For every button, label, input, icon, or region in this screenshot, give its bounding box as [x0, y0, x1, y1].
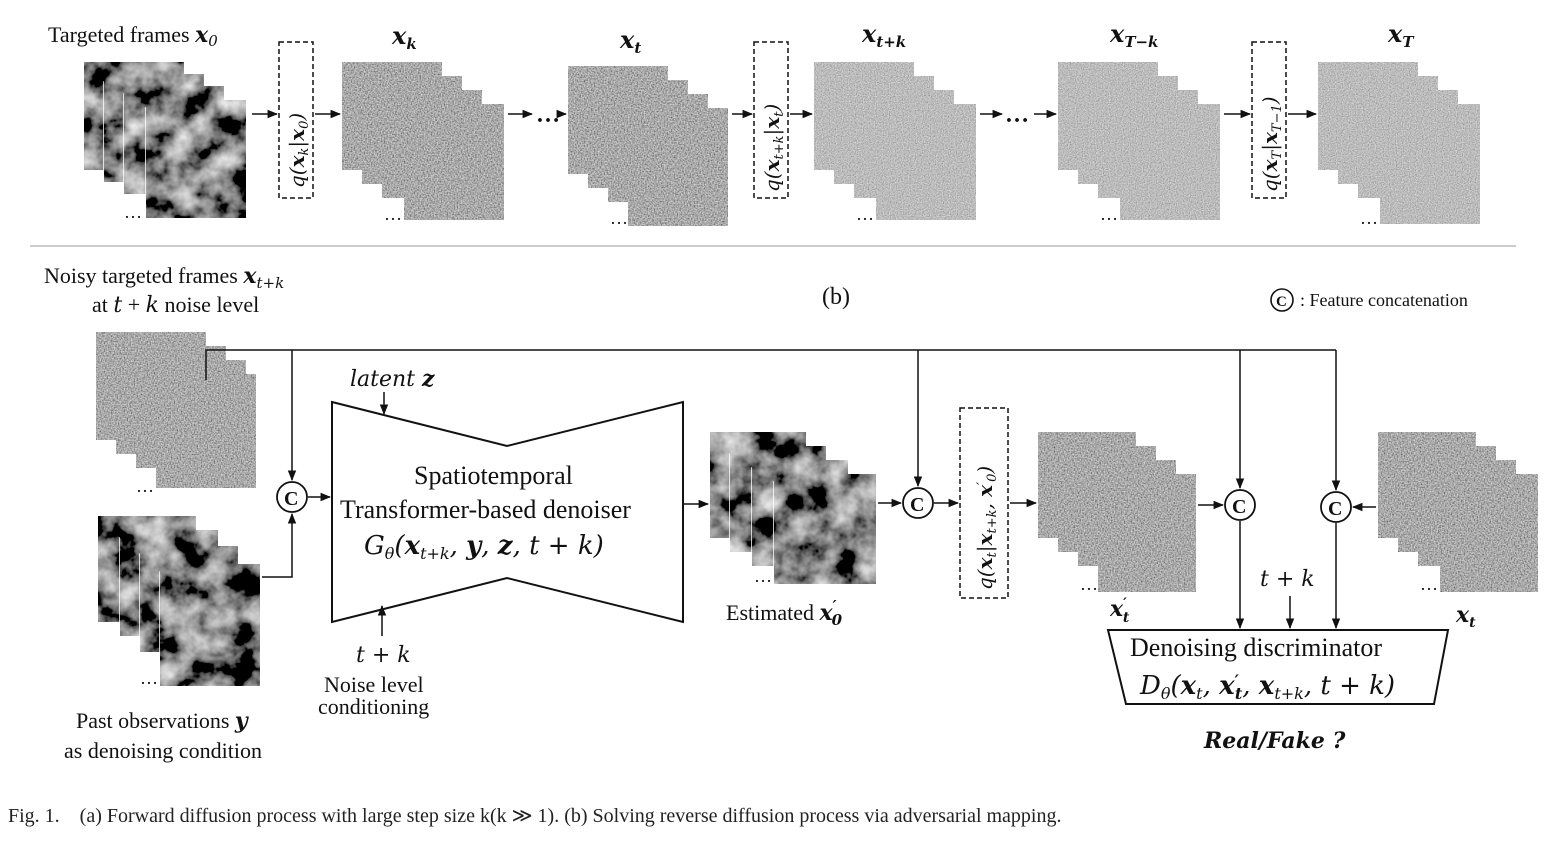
transition-box-1: q(xk|x0) [278, 41, 314, 199]
concat-node-3: C [1224, 489, 1256, 521]
stack-noisy-input: … [95, 331, 257, 496]
svg-text:…: … [1080, 574, 1098, 594]
figure-caption: Fig. 1. (a) Forward diffusion process wi… [8, 805, 1062, 827]
svg-text:q(xt|xt+k, x′0): q(xt|xt+k, x′0) [973, 466, 1000, 590]
xt-label: xt [1455, 602, 1476, 631]
stack-xt-real: … [1377, 431, 1539, 594]
stack-noisy-xk: … [341, 61, 505, 224]
stage-label-xtk: xt+k [861, 19, 906, 51]
xt-prime-label: x′ t [1109, 596, 1130, 626]
discriminator-block [1106, 629, 1450, 705]
concat-node-1: C [276, 481, 308, 513]
denoiser-line2: Transformer-based denoiser [340, 495, 631, 524]
stage-label-xTmk: xT−k [1109, 19, 1158, 51]
stack-noisy-xtk: … [813, 61, 977, 224]
concat-node-4: C [1320, 491, 1352, 523]
svg-text:C: C [284, 488, 298, 510]
svg-text:…: … [856, 204, 874, 224]
past-obs-line2: as denoising condition [64, 738, 262, 763]
svg-text:…: … [1100, 204, 1118, 224]
denoiser-block [331, 400, 684, 624]
noisy-title-line1: Noisy targeted frames xt+k [44, 263, 284, 292]
svg-text:…: … [140, 668, 158, 688]
svg-text:…: … [1420, 574, 1438, 594]
concat-node-2: C [902, 487, 934, 519]
stack-clean-x0: … [83, 61, 247, 222]
svg-text:…: … [384, 204, 402, 224]
transition-box-3: q(xT|xT−1) [1251, 41, 1287, 199]
concat-symbol-icon [1270, 288, 1294, 312]
stack-pure-noise-xT: … [1317, 61, 1481, 228]
legend-text: : Feature concatenation [1300, 290, 1468, 310]
svg-text:…: … [124, 202, 142, 222]
svg-text:C: C [1232, 496, 1246, 518]
svg-text:C: C [1328, 498, 1342, 520]
stack-noisy-xTmk: … [1057, 61, 1221, 224]
noise-level-line1: Noise level [324, 672, 424, 697]
svg-text:…: … [610, 208, 628, 228]
stack-xt-prime: … [1037, 431, 1197, 594]
noise-level-value: t + k [356, 643, 411, 668]
stage-label-xT: xT [1387, 19, 1415, 51]
svg-text:…: … [754, 566, 772, 586]
svg-text:q(xT|xT−1): q(xT|xT−1) [1258, 96, 1285, 192]
stage-label-xt: xt [619, 25, 641, 57]
stack-past-observations: … [97, 515, 261, 688]
disc-formula: Dθ(xt, x′ t, xt+k, t + k) [1139, 671, 1395, 703]
noisy-title-line2: at t + k noise level [92, 292, 259, 318]
stage-label-x0: Targeted frames x0 [48, 22, 218, 50]
real-fake-label: Real/Fake ? [1203, 728, 1346, 754]
svg-text:C: C [910, 494, 924, 516]
svg-text:q(xt+k|xt): q(xt+k|xt) [760, 104, 787, 192]
estimated-label: Estimated x′ 0 [726, 597, 843, 629]
ellipsis-1: … [536, 102, 560, 128]
ellipsis-2: … [1005, 102, 1029, 128]
svg-text:C: C [1276, 294, 1287, 310]
legend: C : Feature concatenation [1270, 288, 1468, 312]
latent-label: latent z [350, 366, 435, 392]
svg-text:…: … [1360, 208, 1378, 228]
arrows-part-b [205, 349, 1376, 636]
svg-text:…: … [136, 476, 154, 496]
denoiser-formula: Gθ(xt+k, y, z, t + k) [364, 531, 604, 563]
past-obs-line1: Past observations y [76, 708, 250, 734]
stage-label-xk: xk [391, 21, 417, 53]
stack-estimated-x0: … [709, 431, 877, 586]
denoiser-line1: Spatiotemporal [414, 461, 573, 490]
posterior-box: q(xt|xt+k, x′0) [959, 407, 1009, 599]
stack-noisy-xt: … [567, 65, 729, 228]
disc-tk: t + k [1260, 567, 1315, 592]
transition-box-2: q(xt+k|xt) [753, 41, 789, 199]
svg-text:q(xk|x0): q(xk|x0) [285, 113, 312, 188]
disc-line1: Denoising discriminator [1130, 633, 1382, 662]
part-b-label: (b) [822, 284, 850, 310]
noise-level-line2: conditioning [318, 694, 429, 719]
